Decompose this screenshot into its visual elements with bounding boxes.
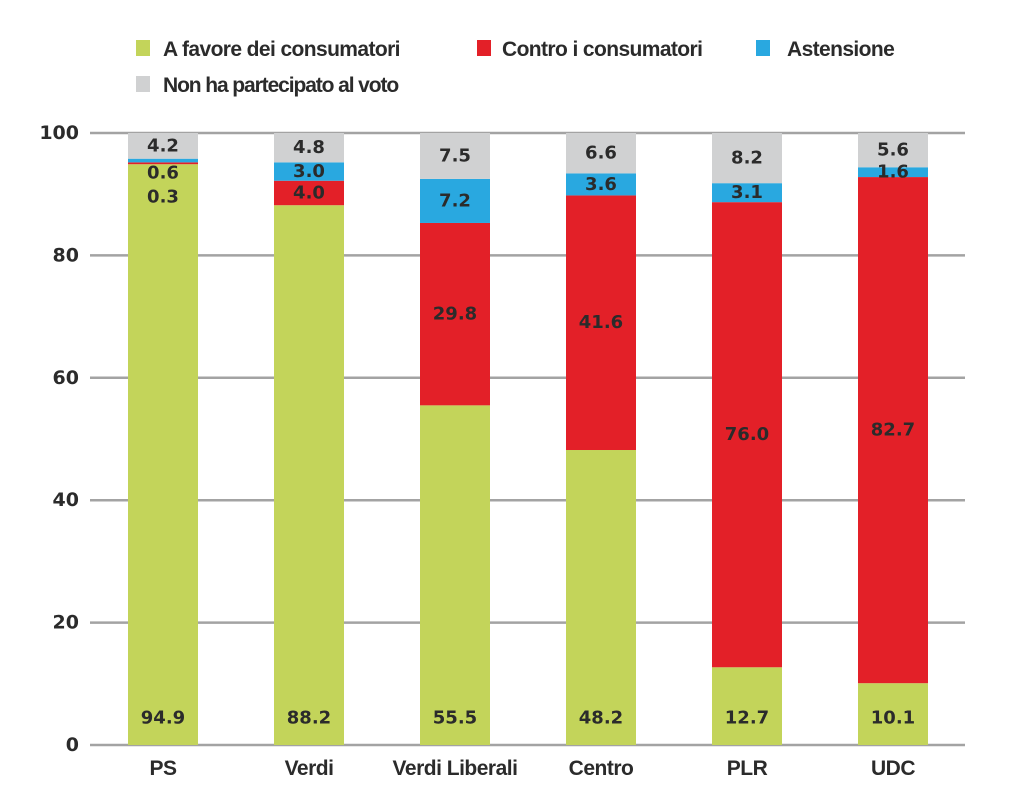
value-label-verdi-liberali-non-ha-partecipato-al-voto: 7.5 <box>439 145 471 166</box>
value-label-udc-contro-i-consumatori: 82.7 <box>871 420 915 441</box>
legend: A favore dei consumatori Contro i consum… <box>136 38 895 97</box>
bar-verdi <box>274 133 344 745</box>
value-label-plr-a-favore-dei-consumatori: 12.7 <box>725 708 769 729</box>
bar-segment-ps-astensione <box>128 158 198 163</box>
value-label-ps-non-ha-partecipato-al-voto: 4.2 <box>147 135 179 156</box>
gridlines <box>90 131 965 747</box>
legend-swatch-contro <box>477 40 491 56</box>
bar-segment-verdi-contro-i-consumatori <box>274 180 344 206</box>
bar-segment-plr-astensione <box>712 183 782 203</box>
value-label-ps-astensione: 0.6 <box>147 163 179 184</box>
value-label-plr-contro-i-consumatori: 76.0 <box>725 424 769 445</box>
x-tick-label-centro: Centro <box>569 757 634 780</box>
bar-udc <box>858 133 928 745</box>
bar-segment-udc-contro-i-consumatori <box>858 177 928 684</box>
y-tick-label-80: 80 <box>53 244 79 266</box>
y-tick-label-60: 60 <box>53 367 79 389</box>
legend-item-favore: A favore dei consumatori <box>136 38 400 61</box>
x-tick-label-udc: UDC <box>871 757 915 780</box>
value-label-centro-a-favore-dei-consumatori: 48.2 <box>579 708 623 729</box>
y-tick-label-100: 100 <box>39 122 79 144</box>
bar-segment-centro-contro-i-consumatori <box>566 195 636 451</box>
x-tick-label-ps: PS <box>149 757 177 780</box>
y-tick-label-40: 40 <box>53 489 79 511</box>
bar-verdi-liberali <box>420 133 490 745</box>
legend-item-non-partecipato: Non ha partecipato al voto <box>136 74 399 97</box>
bar-segment-verdi-liberali-contro-i-consumatori <box>420 222 490 406</box>
bar-segment-plr-a-favore-dei-consumatori <box>712 667 782 745</box>
legend-label-contro: Contro i consumatori <box>502 38 702 61</box>
legend-item-contro: Contro i consumatori <box>477 38 703 61</box>
value-label-udc-non-ha-partecipato-al-voto: 5.6 <box>877 140 909 161</box>
bar-segment-centro-a-favore-dei-consumatori <box>566 450 636 745</box>
x-tick-label-verdi-liberali: Verdi Liberali <box>393 757 518 780</box>
value-label-centro-non-ha-partecipato-al-voto: 6.6 <box>585 143 617 164</box>
bar-segment-plr-non-ha-partecipato-al-voto <box>712 133 782 184</box>
legend-swatch-non-partecipato <box>136 76 150 92</box>
bar-segment-verdi-non-ha-partecipato-al-voto <box>274 133 344 163</box>
value-label-udc-a-favore-dei-consumatori: 10.1 <box>871 708 915 729</box>
bar-segment-plr-contro-i-consumatori <box>712 202 782 668</box>
value-label-ps-a-favore-dei-consumatori: 94.9 <box>141 708 185 729</box>
bar-segment-ps-contro-i-consumatori <box>128 162 198 165</box>
legend-swatch-astensione <box>756 40 770 56</box>
legend-swatch-favore <box>136 40 150 56</box>
bar-segment-udc-a-favore-dei-consumatori <box>858 683 928 745</box>
value-label-verdi-non-ha-partecipato-al-voto: 4.8 <box>293 137 325 158</box>
x-axis: PS Verdi Verdi Liberali Centro PLR UDC <box>149 757 915 780</box>
legend-label-favore: A favore dei consumatori <box>163 38 400 61</box>
legend-label-non-partecipato: Non ha partecipato al voto <box>163 74 398 97</box>
value-label-centro-contro-i-consumatori: 41.6 <box>579 312 623 333</box>
bar-segment-udc-non-ha-partecipato-al-voto <box>858 133 928 168</box>
value-label-udc-astensione: 1.6 <box>877 162 909 183</box>
bar-segment-verdi-liberali-a-favore-dei-consumatori <box>420 405 490 745</box>
value-label-plr-astensione: 3.1 <box>731 182 763 203</box>
value-label-verdi-liberali-a-favore-dei-consumatori: 55.5 <box>433 708 477 729</box>
x-tick-label-verdi: Verdi <box>285 757 334 780</box>
y-tick-label-0: 0 <box>66 734 79 756</box>
bar-segment-verdi-a-favore-dei-consumatori <box>274 205 344 745</box>
value-label-plr-non-ha-partecipato-al-voto: 8.2 <box>731 148 763 169</box>
value-label-ps-contro-i-consumatori: 0.3 <box>147 187 179 208</box>
value-label-verdi-liberali-astensione: 7.2 <box>439 190 471 211</box>
bar-segment-ps-a-favore-dei-consumatori <box>128 164 198 745</box>
bar-segment-verdi-astensione <box>274 162 344 181</box>
legend-item-astensione: Astensione <box>756 38 895 61</box>
bar-segment-centro-astensione <box>566 173 636 196</box>
value-label-verdi-astensione: 3.0 <box>293 161 325 182</box>
bars <box>128 133 928 745</box>
legend-label-astensione: Astensione <box>787 38 894 61</box>
y-tick-label-20: 20 <box>53 612 79 634</box>
value-labels: 94.9 0.3 0.6 4.2 88.2 4.03.0 4.8 55.5 29.8 7.2 7.5… <box>141 135 915 728</box>
value-label-verdi-contro-i-consumatori: 4.0 <box>293 182 325 203</box>
value-label-verdi-a-favore-dei-consumatori: 88.2 <box>287 708 331 729</box>
bar-segment-centro-non-ha-partecipato-al-voto <box>566 133 636 174</box>
bar-segment-verdi-liberali-non-ha-partecipato-al-voto <box>420 133 490 179</box>
y-axis: 0 20 40 60 80 100 <box>39 122 79 756</box>
bar-plr <box>712 133 782 745</box>
bar-ps <box>128 133 198 745</box>
value-label-verdi-liberali-contro-i-consumatori: 29.8 <box>433 304 477 325</box>
bar-segment-ps-non-ha-partecipato-al-voto <box>128 133 198 159</box>
bar-centro <box>566 133 636 745</box>
bar-segment-udc-astensione <box>858 167 928 178</box>
bar-segment-verdi-liberali-astensione <box>420 178 490 223</box>
value-label-centro-astensione: 3.6 <box>585 174 617 195</box>
x-tick-label-plr: PLR <box>727 757 768 780</box>
